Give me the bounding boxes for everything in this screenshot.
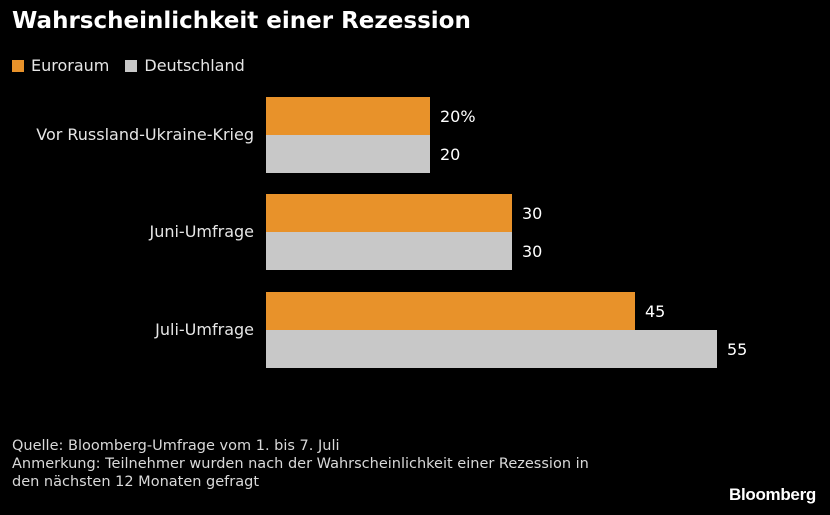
bar-deutschland [266,330,717,368]
legend-swatch-deutschland [125,59,138,72]
category-label: Juni-Umfrage [148,222,254,241]
chart-notes: Quelle: Bloomberg-Umfrage vom 1. bis 7. … [12,437,589,491]
legend-label-deutschland: Deutschland [144,56,245,75]
chart-title: Wahrscheinlichkeit einer Rezession [12,8,471,34]
data-label: 30 [522,242,542,261]
remark-note-line2: den nächsten 12 Monaten gefragt [12,474,260,490]
data-label: 20% [440,107,476,126]
legend-swatch-euroraum [12,59,24,72]
bar-deutschland [266,232,512,270]
bar-deutschland [266,135,430,173]
data-label: 20 [440,145,460,164]
bar-euroraum [266,97,430,135]
legend-item-euroraum: Euroraum [12,56,109,75]
bar-euroraum [266,194,512,232]
bar-euroraum [266,292,635,330]
data-label: 55 [727,340,747,359]
bloomberg-logo: Bloomberg [728,485,816,504]
data-label: 30 [522,204,542,223]
legend-item-deutschland: Deutschland [125,56,245,75]
source-note: Quelle: Bloomberg-Umfrage vom 1. bis 7. … [12,438,340,454]
remark-note-line1: Anmerkung: Teilnehmer wurden nach der Wa… [12,456,589,472]
category-label: Juli-Umfrage [154,320,254,339]
legend: Euroraum Deutschland [12,56,261,75]
data-label: 45 [645,302,665,321]
category-label: Vor Russland-Ukraine-Krieg [36,125,254,144]
legend-label-euroraum: Euroraum [31,56,110,75]
bar-chart: Vor Russland-Ukraine-Krieg 20% 20 Juni-Umfr… [36,97,747,368]
